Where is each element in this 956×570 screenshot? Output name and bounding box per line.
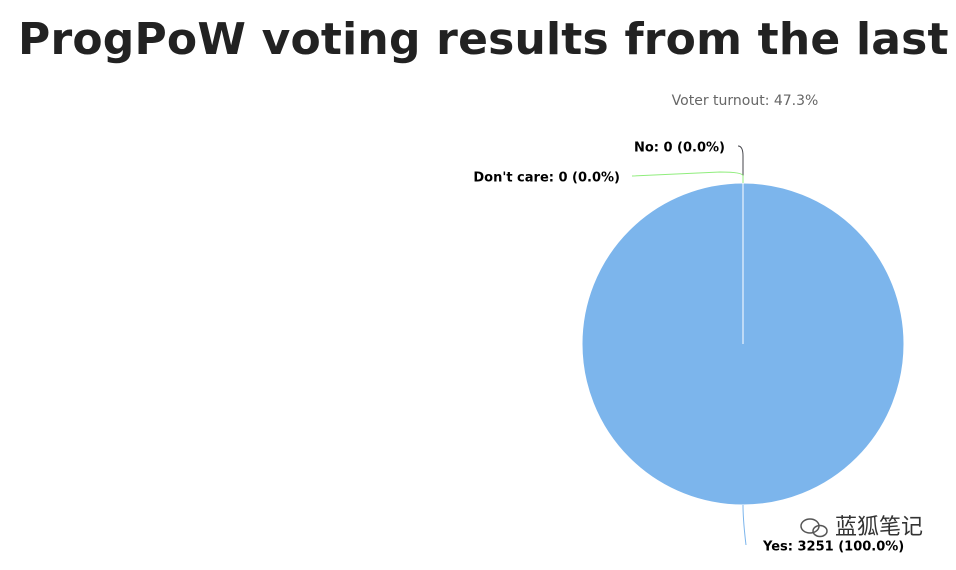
data-label: Don't care: 0 (0.0%) xyxy=(473,171,620,186)
data-label: Yes: 3251 (100.0%) xyxy=(762,540,904,555)
label-connector xyxy=(631,171,744,183)
watermark: 蓝狐笔记 xyxy=(835,515,923,540)
chart-subtitle: Voter turnout: 47.3% xyxy=(672,93,819,109)
watermark-icon xyxy=(800,518,828,538)
label-connector xyxy=(742,504,747,546)
data-label: No: 0 (0.0%) xyxy=(634,141,725,156)
label-connector xyxy=(737,145,744,183)
chart-title: ProgPoW voting results from the last 24h xyxy=(18,14,956,65)
